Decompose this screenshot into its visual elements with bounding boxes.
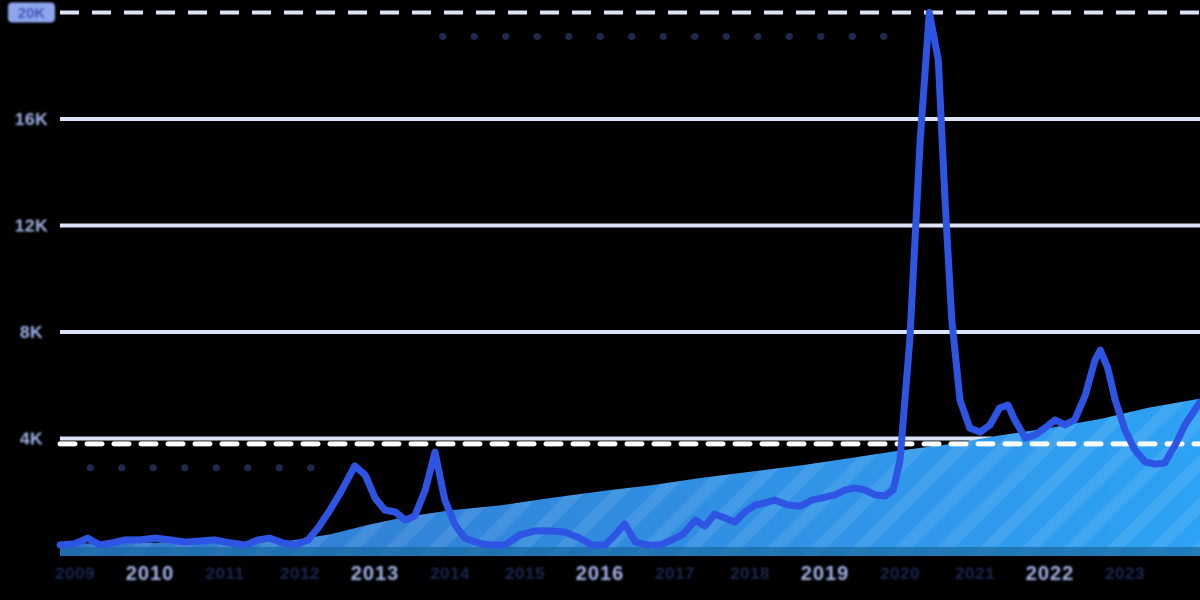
x-tick-label: 2013: [351, 563, 400, 585]
x-tick-label: 2022: [1026, 563, 1075, 585]
y-tick-label: 16K: [15, 109, 49, 129]
x-tick-label-minor: 2020: [880, 564, 920, 583]
y-tick-label: 8K: [20, 322, 43, 342]
gridlines: [60, 10, 1200, 441]
x-tick-label-minor: 2011: [206, 564, 245, 583]
x-tick-label-minor: 2018: [730, 564, 770, 583]
y-tick-label: 20K: [18, 5, 46, 22]
area-series: [60, 398, 1200, 556]
x-tick-label-minor: 2015: [505, 564, 545, 583]
x-tick-label-minor: 2021: [955, 564, 995, 583]
y-max-badge: [8, 2, 55, 23]
line-series: [56, 9, 1200, 549]
x-tick-label: 2016: [576, 563, 625, 585]
x-tick-label-minor: 2014: [430, 564, 470, 583]
x-tick-label-minor: 2023: [1105, 564, 1145, 583]
x-tick-label-minor: 2012: [280, 564, 320, 583]
x-axis-labels: 2010 2013 2016 2019 2022 2009 2011 2012 2014 2015…: [55, 563, 1145, 585]
x-tick-label: 2010: [126, 563, 175, 585]
x-tick-label-minor: 2017: [655, 564, 695, 583]
y-tick-label: 4K: [20, 429, 43, 449]
x-tick-label-minor: 2009: [55, 564, 95, 583]
y-axis-labels: 20K 16K 12K 8K 4K: [8, 2, 55, 449]
x-tick-label: 2019: [801, 563, 850, 585]
y-tick-label: 12K: [15, 216, 49, 236]
